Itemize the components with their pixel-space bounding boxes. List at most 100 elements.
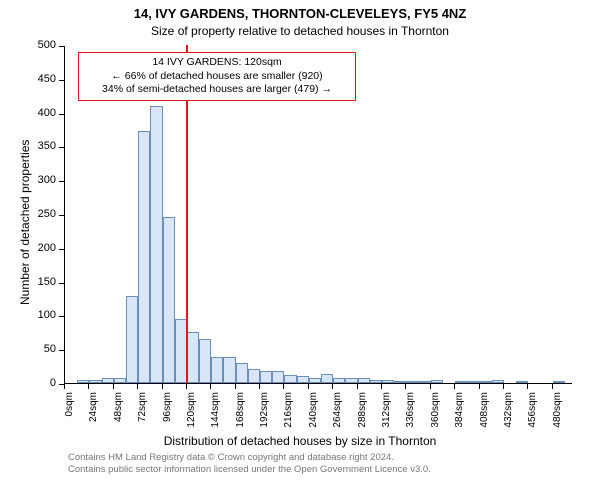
x-tick-label: 144sqm [210, 392, 221, 442]
x-tick-mark [210, 384, 211, 389]
y-tick-mark [59, 316, 64, 317]
histogram-bar [114, 378, 126, 383]
x-tick-mark [357, 384, 358, 389]
annotation-line-larger: 34% of semi-detached houses are larger (… [87, 83, 347, 97]
annotation-title: 14 IVY GARDENS: 120sqm [87, 56, 347, 70]
y-tick-label: 450 [30, 73, 56, 85]
y-tick-label: 250 [30, 208, 56, 220]
x-tick-label: 168sqm [235, 392, 246, 442]
histogram-bar [406, 381, 418, 383]
histogram-bar [284, 375, 296, 383]
x-tick-mark [308, 384, 309, 389]
x-tick-label: 480sqm [552, 392, 563, 442]
histogram-bar [370, 380, 382, 383]
histogram-bar [150, 106, 162, 383]
x-tick-mark [503, 384, 504, 389]
annotation-line-smaller: ← 66% of detached houses are smaller (92… [87, 70, 347, 84]
histogram-bar [467, 381, 479, 383]
x-tick-label: 216sqm [283, 392, 294, 442]
x-tick-label: 312sqm [381, 392, 392, 442]
histogram-bar [419, 381, 431, 383]
histogram-bar [187, 332, 199, 383]
x-tick-mark [137, 384, 138, 389]
attribution-line: Contains HM Land Registry data © Crown c… [68, 452, 431, 464]
histogram-bar [382, 380, 394, 383]
x-tick-label: 48sqm [113, 392, 124, 442]
x-tick-label: 456sqm [527, 392, 538, 442]
x-tick-mark [527, 384, 528, 389]
histogram-bar [211, 357, 223, 383]
x-tick-mark [64, 384, 65, 389]
histogram-bar [248, 369, 260, 383]
histogram-bar [309, 378, 321, 383]
x-tick-label: 432sqm [503, 392, 514, 442]
histogram-bar [77, 380, 89, 383]
histogram-bar [492, 380, 504, 383]
x-tick-mark [332, 384, 333, 389]
attribution-text: Contains HM Land Registry data © Crown c… [68, 452, 431, 477]
x-tick-mark [162, 384, 163, 389]
y-tick-label: 200 [30, 242, 56, 254]
y-tick-label: 400 [30, 107, 56, 119]
histogram-bar [358, 378, 370, 383]
x-tick-mark [479, 384, 480, 389]
x-tick-mark [552, 384, 553, 389]
y-tick-label: 0 [30, 377, 56, 389]
histogram-bar [260, 371, 272, 383]
y-tick-mark [59, 147, 64, 148]
y-tick-label: 350 [30, 140, 56, 152]
y-tick-label: 500 [30, 39, 56, 51]
x-tick-label: 0sqm [64, 392, 75, 442]
histogram-bar [126, 296, 138, 383]
x-tick-mark [186, 384, 187, 389]
annotation-box: 14 IVY GARDENS: 120sqm ← 66% of detached… [78, 52, 356, 101]
histogram-bar [431, 380, 443, 383]
x-tick-label: 264sqm [332, 392, 343, 442]
chart-title: 14, IVY GARDENS, THORNTON-CLEVELEYS, FY5… [0, 6, 600, 21]
x-tick-label: 288sqm [357, 392, 368, 442]
y-tick-mark [59, 181, 64, 182]
histogram-bar [394, 381, 406, 383]
histogram-bar [138, 131, 150, 383]
histogram-bar [236, 363, 248, 383]
histogram-bar [333, 378, 345, 383]
y-tick-mark [59, 80, 64, 81]
x-tick-label: 384sqm [454, 392, 465, 442]
x-tick-label: 336sqm [405, 392, 416, 442]
y-tick-label: 150 [30, 276, 56, 288]
chart-subtitle: Size of property relative to detached ho… [0, 24, 600, 38]
histogram-bar [480, 381, 492, 383]
histogram-bar [345, 378, 357, 383]
x-tick-label: 360sqm [430, 392, 441, 442]
histogram-bar [297, 376, 309, 383]
x-tick-mark [430, 384, 431, 389]
histogram-bar [89, 380, 101, 383]
x-tick-label: 96sqm [162, 392, 173, 442]
y-tick-label: 50 [30, 343, 56, 355]
x-tick-label: 72sqm [137, 392, 148, 442]
x-tick-label: 120sqm [186, 392, 197, 442]
attribution-line: Contains public sector information licen… [68, 464, 431, 476]
y-tick-mark [59, 249, 64, 250]
x-tick-mark [405, 384, 406, 389]
y-tick-label: 100 [30, 309, 56, 321]
y-tick-label: 300 [30, 174, 56, 186]
histogram-bar [223, 357, 235, 383]
x-tick-mark [283, 384, 284, 389]
y-tick-mark [59, 350, 64, 351]
histogram-bar [321, 374, 333, 383]
x-tick-label: 240sqm [308, 392, 319, 442]
histogram-bar [163, 217, 175, 383]
x-tick-mark [235, 384, 236, 389]
histogram-bar [455, 381, 467, 383]
histogram-bar [199, 339, 211, 383]
x-tick-label: 408sqm [479, 392, 490, 442]
x-tick-mark [259, 384, 260, 389]
histogram-bar [102, 378, 114, 383]
y-tick-mark [59, 46, 64, 47]
chart-container: 14, IVY GARDENS, THORNTON-CLEVELEYS, FY5… [0, 0, 600, 500]
y-tick-mark [59, 283, 64, 284]
x-tick-mark [381, 384, 382, 389]
histogram-bar [553, 381, 565, 383]
histogram-bar [516, 381, 528, 383]
